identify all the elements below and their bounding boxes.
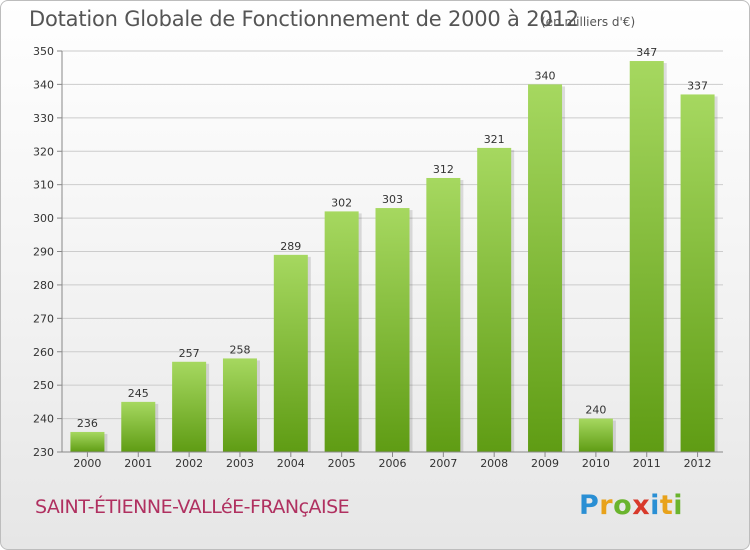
value-label: 340 <box>535 69 556 82</box>
y-tick-label: 300 <box>33 212 54 225</box>
logo-letter: o <box>613 490 633 521</box>
x-tick-label: 2011 <box>633 457 661 470</box>
logo-letter: P <box>579 490 600 521</box>
logo-letter: i <box>650 490 660 521</box>
bar-2010 <box>578 418 613 452</box>
bar-2007 <box>426 177 461 452</box>
value-label: 321 <box>484 133 505 146</box>
logo-letter: i <box>673 490 684 521</box>
logo-letter: x <box>632 490 651 521</box>
value-label: 257 <box>179 347 200 360</box>
value-label: 240 <box>585 404 606 417</box>
bar-2000 <box>70 431 105 452</box>
bar-2001 <box>121 401 156 452</box>
x-tick-label: 2000 <box>73 457 101 470</box>
y-tick-label: 310 <box>33 179 54 192</box>
logo-letter: t <box>659 490 674 521</box>
logo-letter: r <box>599 490 614 521</box>
bar-2002 <box>172 361 207 452</box>
x-tick-label: 2005 <box>328 457 356 470</box>
value-label: 245 <box>128 387 149 400</box>
value-label: 347 <box>636 46 657 59</box>
proxiti-logo: Proxiti <box>579 490 683 521</box>
x-tick-label: 2012 <box>684 457 712 470</box>
y-tick-label: 330 <box>33 112 54 125</box>
y-tick-label: 270 <box>33 312 54 325</box>
bar-2011 <box>629 61 664 453</box>
axes: 230 240 250 260 270 280 290 300 310 320 330 340 350 2… <box>33 45 723 470</box>
x-tick-label: 2007 <box>429 457 457 470</box>
bar-2008 <box>477 147 512 453</box>
x-tick-label: 2004 <box>277 457 305 470</box>
y-tick-label: 350 <box>33 45 54 58</box>
bar-2012 <box>680 94 715 453</box>
x-tick-label: 2001 <box>124 457 152 470</box>
y-tick-label: 340 <box>33 78 54 91</box>
x-tick-label: 2006 <box>379 457 407 470</box>
value-label: 258 <box>229 343 250 356</box>
chart-subtitle: (en milliers d'€) <box>541 15 636 29</box>
value-label: 312 <box>433 163 454 176</box>
x-tick-label: 2003 <box>226 457 254 470</box>
value-label: 236 <box>77 417 98 430</box>
commune-name: SAINT-ÉTIENNE-VALLéE-FRANçAISE <box>35 496 350 518</box>
y-tick-label: 230 <box>33 446 54 459</box>
bar-2003 <box>222 358 257 452</box>
y-tick-label: 240 <box>33 413 54 426</box>
value-label: 337 <box>687 79 708 92</box>
y-tick-label: 320 <box>33 145 54 158</box>
x-tick-label: 2008 <box>480 457 508 470</box>
bar-2005 <box>324 211 359 452</box>
x-tick-label: 2002 <box>175 457 203 470</box>
y-tick-label: 290 <box>33 246 54 259</box>
x-tick-label: 2009 <box>531 457 559 470</box>
bar-2004 <box>273 254 308 452</box>
y-tick-label: 280 <box>33 279 54 292</box>
value-label: 302 <box>331 196 352 209</box>
bar-2006 <box>375 208 410 452</box>
bars: 236 245 257 258 289 302 303 312 321 340 240 347 337 <box>70 46 718 453</box>
y-tick-label: 250 <box>33 379 54 392</box>
value-label: 289 <box>280 240 301 253</box>
x-tick-label: 2010 <box>582 457 610 470</box>
value-label: 303 <box>382 193 403 206</box>
chart-title: Dotation Globale de Fonctionnement de 20… <box>29 7 579 31</box>
y-tick-label: 260 <box>33 346 54 359</box>
bar-2009 <box>528 84 563 453</box>
